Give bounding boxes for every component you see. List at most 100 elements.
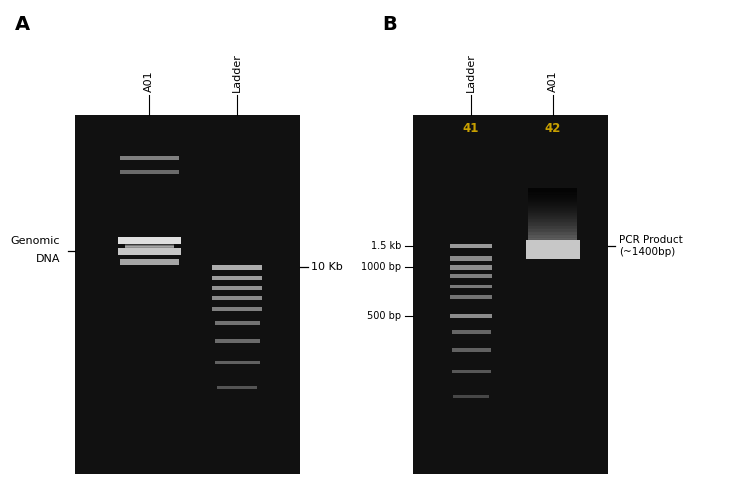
Bar — [528, 223, 578, 225]
Text: Ladder: Ladder — [232, 53, 242, 92]
Bar — [528, 219, 578, 220]
Bar — [528, 211, 578, 212]
Bar — [528, 200, 578, 201]
Bar — [528, 201, 578, 202]
Bar — [528, 220, 578, 221]
Bar — [120, 171, 178, 174]
Bar — [528, 193, 578, 194]
Bar — [454, 395, 488, 398]
Bar — [528, 202, 578, 203]
Bar — [528, 226, 578, 227]
Bar — [449, 314, 493, 318]
Text: DNA: DNA — [35, 254, 60, 264]
Bar — [526, 240, 580, 259]
Bar — [528, 217, 578, 218]
Bar — [528, 228, 578, 229]
Bar — [452, 330, 491, 334]
Bar — [449, 295, 493, 299]
Bar — [212, 276, 262, 280]
Text: 42: 42 — [544, 122, 561, 135]
Bar — [528, 196, 578, 197]
Bar — [528, 188, 578, 189]
Bar — [528, 214, 578, 215]
Text: 10 Kb: 10 Kb — [311, 262, 343, 272]
Bar — [528, 227, 578, 228]
Bar — [528, 231, 578, 232]
Bar — [528, 190, 578, 191]
Bar — [528, 209, 578, 210]
Bar — [528, 239, 578, 240]
Bar — [528, 236, 578, 238]
Bar — [212, 296, 262, 300]
Bar — [214, 361, 260, 364]
Bar — [528, 201, 578, 202]
Text: 41: 41 — [463, 122, 479, 135]
Bar — [528, 235, 578, 236]
Bar — [528, 238, 578, 239]
Bar — [528, 197, 578, 198]
Bar — [528, 203, 578, 204]
Bar — [528, 191, 578, 193]
Bar — [528, 204, 578, 206]
Bar — [118, 237, 181, 245]
Text: 500 bp: 500 bp — [368, 311, 401, 321]
Bar — [528, 224, 578, 225]
Text: A01: A01 — [144, 71, 154, 92]
Bar — [528, 215, 578, 216]
Bar — [528, 198, 578, 199]
Bar — [413, 115, 608, 474]
Bar — [528, 192, 578, 193]
Bar — [528, 229, 578, 230]
Bar — [528, 236, 578, 237]
Bar — [528, 194, 578, 195]
Bar — [214, 339, 260, 343]
Text: Ladder: Ladder — [466, 53, 476, 92]
Bar — [528, 230, 578, 231]
Bar — [528, 198, 578, 199]
Bar — [118, 248, 181, 254]
Bar — [528, 195, 578, 196]
Bar — [528, 191, 578, 192]
Bar — [528, 220, 578, 222]
Bar — [449, 265, 493, 269]
Bar — [528, 206, 578, 207]
Bar — [528, 207, 578, 208]
Bar — [212, 307, 262, 310]
Text: 1.5 kb: 1.5 kb — [370, 241, 401, 251]
Text: A: A — [15, 15, 30, 34]
Bar — [528, 218, 578, 219]
Bar — [125, 242, 173, 244]
Bar — [75, 115, 300, 474]
Bar — [528, 207, 578, 209]
Bar — [125, 250, 173, 252]
Bar — [125, 249, 173, 251]
Bar — [212, 286, 262, 290]
Bar — [214, 321, 260, 325]
Bar — [528, 232, 578, 233]
Bar — [528, 234, 578, 235]
Bar — [528, 213, 578, 214]
Bar — [528, 237, 578, 238]
Bar — [449, 256, 493, 260]
Bar — [125, 244, 173, 246]
Bar — [528, 210, 578, 212]
Bar — [452, 348, 491, 352]
Bar — [125, 247, 173, 249]
Bar — [528, 223, 578, 224]
Bar — [528, 204, 578, 205]
Bar — [212, 265, 262, 270]
Bar — [528, 212, 578, 213]
Text: A01: A01 — [548, 71, 558, 92]
Bar — [528, 227, 578, 228]
Bar — [528, 233, 578, 235]
Text: Genomic: Genomic — [10, 237, 60, 247]
Bar — [528, 210, 578, 211]
Bar — [528, 233, 578, 234]
Bar — [120, 259, 178, 265]
Text: PCR Product
(~1400bp): PCR Product (~1400bp) — [619, 235, 682, 256]
Bar — [528, 230, 578, 231]
Bar — [120, 156, 178, 160]
Bar — [125, 248, 173, 250]
Bar — [449, 284, 493, 288]
Bar — [528, 216, 578, 217]
